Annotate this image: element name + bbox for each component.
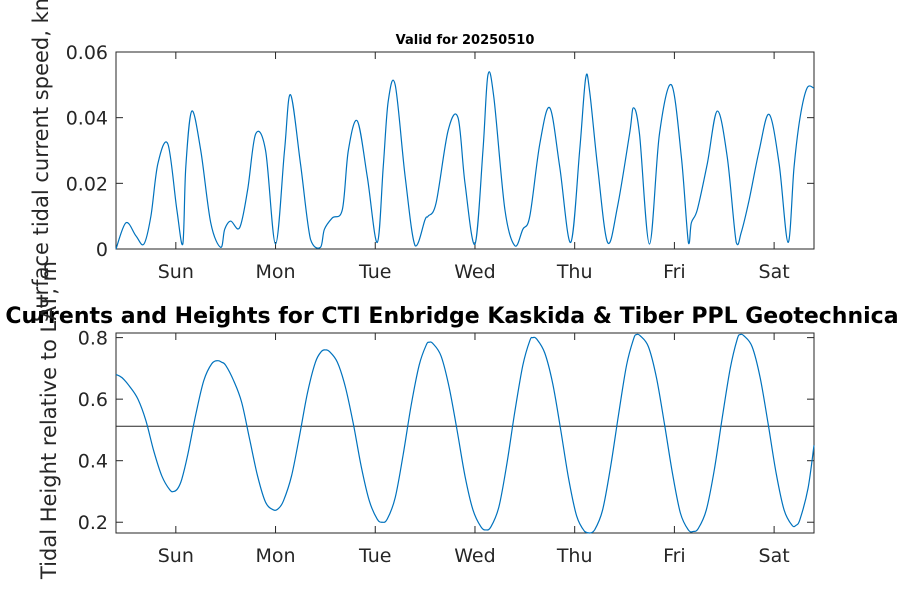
current-ticks: 0 0.02 0.04 0.06 Sun Mon Tue Wed Thu Fri Sat xyxy=(66,42,814,283)
height-x-tick-label: Thu xyxy=(556,545,593,567)
height-y-axis-label: Tidal Height relative to LAT, m xyxy=(37,261,61,580)
current-x-tick-label: Wed xyxy=(454,261,495,283)
current-x-tick-label: Sat xyxy=(759,261,790,283)
current-x-tick-label: Thu xyxy=(556,261,593,283)
current-y-axis-label: Surface tidal current speed, kn xyxy=(29,0,53,322)
height-x-tick-label: Fri xyxy=(663,545,686,567)
current-y-tick-label: 0.04 xyxy=(66,108,108,130)
height-y-tick-label: 0.6 xyxy=(78,389,108,411)
main-title: Tidal Currents and Heights for CTI Enbri… xyxy=(0,304,900,329)
height-x-tick-label: Mon xyxy=(256,545,296,567)
height-x-tick-label: Sat xyxy=(759,545,790,567)
current-speed-line xyxy=(115,71,815,250)
current-x-tick-label: Fri xyxy=(663,261,686,283)
height-x-tick-label: Wed xyxy=(454,545,495,567)
height-plot-frame xyxy=(115,332,815,534)
current-plot-frame xyxy=(115,51,815,250)
height-ticks: 0.2 0.4 0.6 0.8 Sun Mon Tue Wed Thu Fri Sat xyxy=(78,328,814,567)
current-x-tick-label: Tue xyxy=(358,261,391,283)
current-y-tick-label: 0.02 xyxy=(66,173,108,195)
height-x-tick-label: Tue xyxy=(358,545,391,567)
height-x-tick-label: Sun xyxy=(158,545,194,567)
tidal-height-line xyxy=(115,333,815,534)
current-speed-panel: 0 0.02 0.04 0.06 Sun Mon Tue Wed Thu Fri Sat Valid… xyxy=(29,0,815,322)
height-y-tick-label: 0.2 xyxy=(78,512,108,534)
height-y-tick-label: 0.8 xyxy=(78,328,108,350)
tidal-height-panel: 0.2 0.4 0.6 0.8 Sun Mon Tue Wed Thu Fri Sat Tidal … xyxy=(0,261,900,580)
current-x-tick-label: Mon xyxy=(256,261,296,283)
height-y-tick-label: 0.4 xyxy=(78,451,108,473)
current-y-tick-label: 0.06 xyxy=(66,42,108,64)
current-y-tick-label: 0 xyxy=(96,239,108,261)
current-title: Valid for 20250510 xyxy=(396,33,535,48)
current-x-tick-label: Sun xyxy=(158,261,194,283)
